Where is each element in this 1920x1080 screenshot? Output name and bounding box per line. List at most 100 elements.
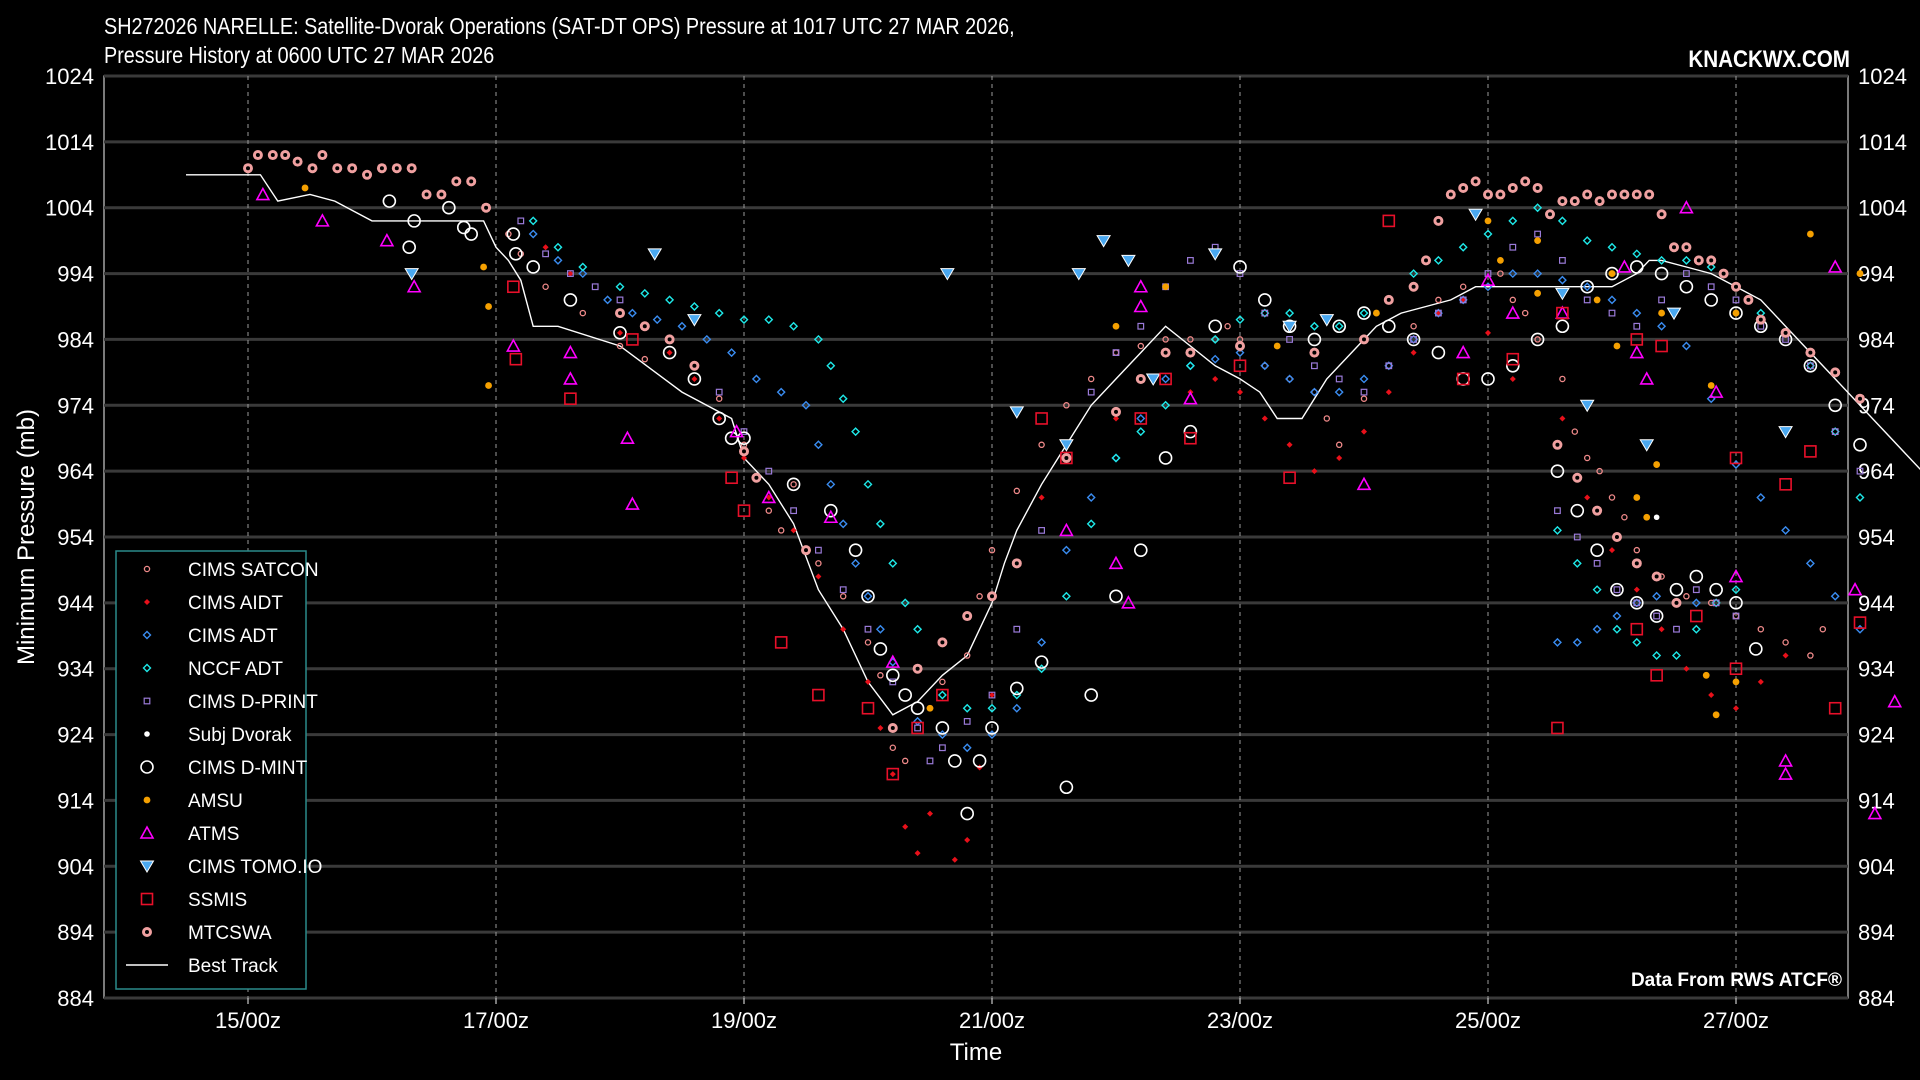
data-point (1335, 441, 1343, 449)
data-point (1137, 322, 1145, 330)
data-point (1484, 217, 1492, 225)
data-point (1673, 625, 1680, 633)
marker-inner (394, 166, 399, 171)
data-point (379, 232, 395, 247)
y-tick-label: 1004 (1858, 196, 1907, 221)
data-point (1778, 766, 1793, 780)
data-point (1261, 309, 1269, 317)
data-point (1133, 298, 1149, 313)
marker-inner (1064, 455, 1069, 460)
y-tick-label: 904 (1858, 854, 1895, 879)
data-point (951, 856, 958, 863)
data-point (989, 692, 995, 699)
data-point (1311, 468, 1318, 475)
legend-label: Subj Dvorak (188, 725, 292, 746)
data-point (1692, 586, 1700, 594)
data-point (1185, 361, 1195, 371)
data-point (1856, 270, 1864, 277)
data-point (1509, 243, 1517, 251)
marker-inner (283, 153, 288, 158)
x-tick-label: 15/00z (215, 1008, 281, 1033)
data-point (1631, 189, 1642, 200)
data-point (1545, 209, 1555, 220)
data-point (553, 242, 563, 252)
data-point (1134, 412, 1148, 425)
data-point (1590, 543, 1604, 557)
data-point (1613, 586, 1621, 594)
data-point (1035, 412, 1048, 425)
data-point (1508, 269, 1518, 279)
data-point (1712, 599, 1720, 607)
legend-label: NCCF ADT (188, 659, 283, 680)
data-point (1013, 625, 1021, 633)
data-point (1183, 424, 1198, 439)
data-point (1533, 203, 1543, 213)
data-point (1186, 257, 1194, 264)
data-point (1508, 216, 1518, 226)
data-point (464, 227, 479, 241)
marker-inner (365, 172, 370, 177)
marker-inner (1585, 192, 1590, 197)
data-point (715, 388, 723, 396)
data-point (1385, 389, 1392, 396)
data-point (1582, 282, 1592, 292)
data-point (402, 240, 417, 255)
data-point (1830, 591, 1840, 601)
data-point (1583, 454, 1591, 462)
title-line-2: Pressure History at 0600 UTC 27 MAR 2026 (104, 42, 495, 68)
data-point (1534, 289, 1541, 297)
data-point (1806, 362, 1814, 370)
marker-inner (454, 179, 459, 184)
data-point (776, 387, 786, 397)
data-point (1633, 586, 1640, 593)
series-cims-adt (528, 229, 1865, 753)
data-point (689, 302, 699, 311)
data-point (1087, 388, 1095, 396)
y-tick-label: 964 (1858, 459, 1895, 484)
data-point (1679, 279, 1694, 294)
data-point (1084, 688, 1098, 702)
marker-inner (1659, 212, 1664, 217)
data-point (1728, 568, 1744, 583)
y-tick-label: 974 (57, 393, 94, 418)
data-point (1421, 255, 1431, 266)
data-point (1649, 609, 1664, 623)
data-point (1729, 662, 1743, 676)
data-point (641, 355, 649, 363)
data-point (1319, 314, 1335, 327)
data-point (1778, 426, 1793, 439)
data-point (1086, 519, 1096, 529)
data-point (485, 303, 492, 310)
data-point (1506, 358, 1520, 373)
data-point (1233, 260, 1247, 274)
data-point (926, 757, 934, 765)
data-point (1671, 651, 1681, 661)
marker-inner (940, 640, 945, 645)
data-point (939, 268, 955, 281)
data-point (566, 270, 574, 277)
data-point (564, 392, 577, 406)
data-point (1592, 505, 1603, 516)
data-point (764, 315, 774, 325)
data-point (1136, 427, 1146, 437)
data-point (1633, 599, 1641, 607)
data-point (1671, 597, 1682, 608)
data-point (506, 338, 521, 352)
series-ssmis (507, 214, 1867, 781)
legend-marker (144, 599, 150, 605)
data-point (1445, 189, 1456, 200)
data-point (801, 400, 811, 410)
data-point (1632, 308, 1642, 318)
data-point (1480, 272, 1496, 286)
data-point (1653, 514, 1660, 521)
legend-item: Best Track (126, 956, 278, 977)
data-point (1285, 374, 1295, 384)
marker-inner (1622, 192, 1627, 197)
data-point (1733, 705, 1739, 712)
data-point (1159, 372, 1172, 386)
data-point (616, 342, 624, 350)
data-point (1607, 242, 1617, 252)
data-point (1658, 296, 1666, 304)
data-point (613, 326, 627, 340)
data-point (1185, 361, 1195, 371)
